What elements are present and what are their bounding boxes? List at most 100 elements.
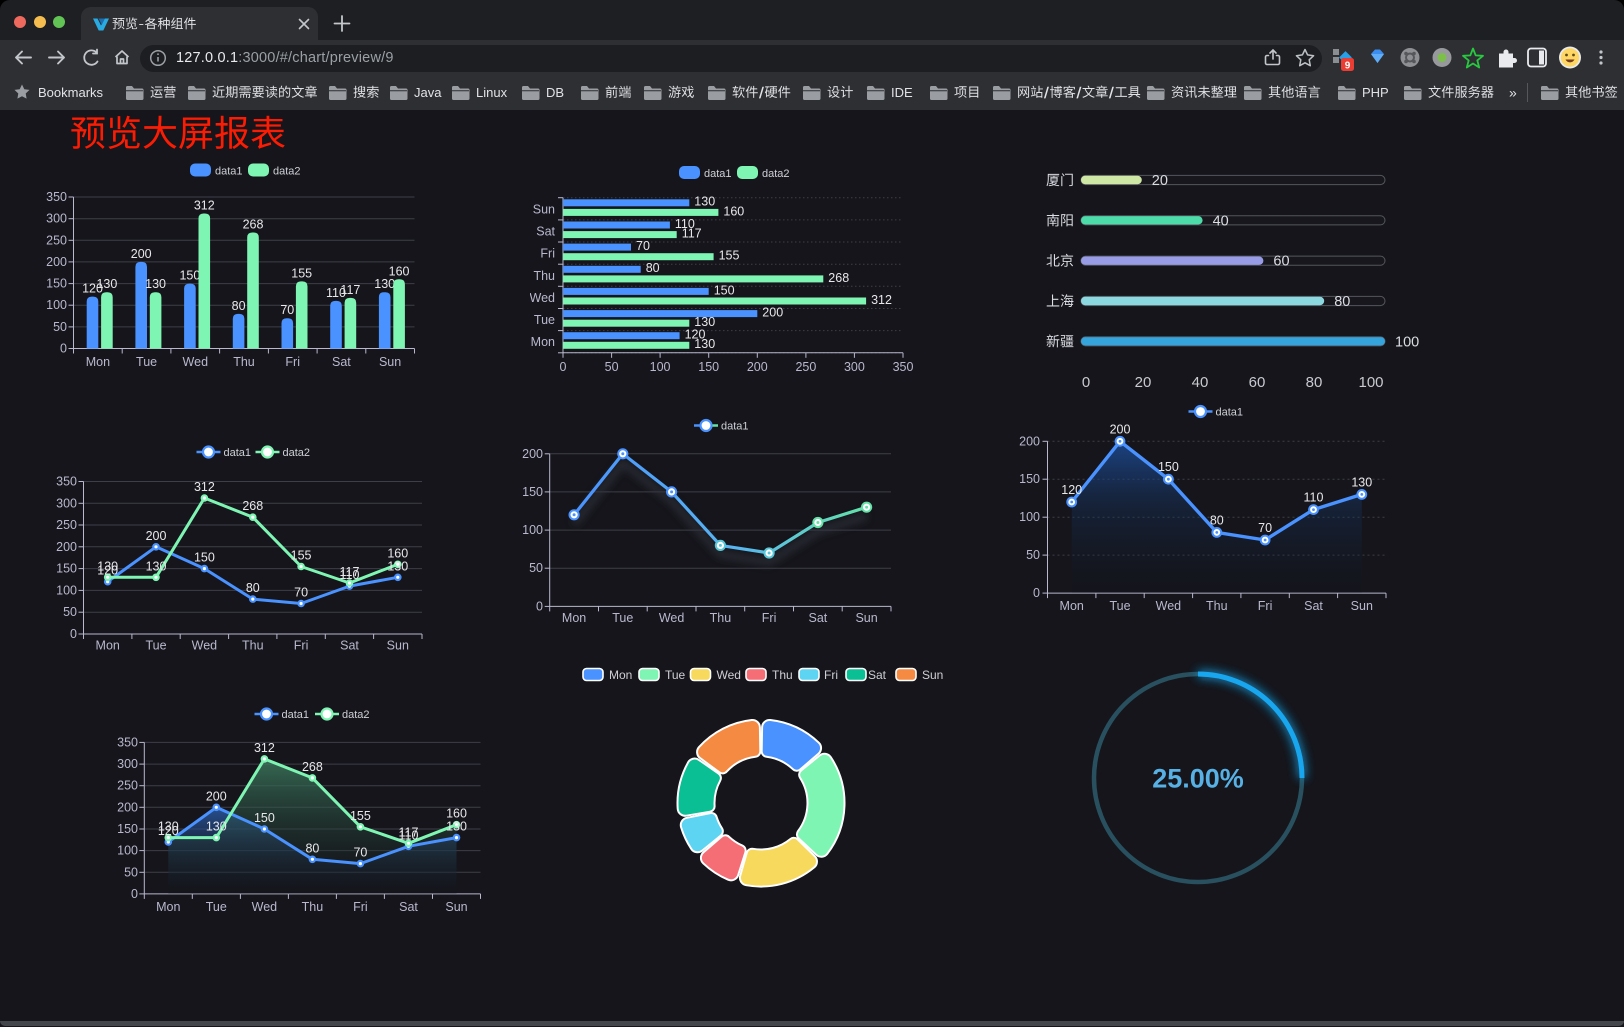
svg-text:200: 200 (46, 255, 67, 269)
svg-text:Sat: Sat (1304, 599, 1323, 613)
svg-text:Tue: Tue (136, 355, 157, 369)
svg-text:312: 312 (194, 199, 215, 213)
svg-text:Mon: Mon (156, 900, 180, 914)
svg-text:200: 200 (747, 360, 768, 374)
svg-text:Sat: Sat (868, 668, 887, 682)
svg-text:160: 160 (389, 264, 410, 278)
svg-text:100: 100 (1395, 334, 1419, 350)
svg-text:Sun: Sun (445, 900, 467, 914)
svg-text:Wed: Wed (1156, 599, 1182, 613)
svg-text:200: 200 (1019, 434, 1040, 448)
svg-text:160: 160 (723, 204, 744, 218)
svg-text:Wed: Wed (183, 355, 209, 369)
svg-text:0: 0 (70, 627, 77, 641)
svg-text:Wed: Wed (659, 611, 685, 625)
svg-text:Mon: Mon (609, 668, 632, 682)
svg-text:0: 0 (60, 342, 67, 356)
svg-text:80: 80 (1334, 294, 1350, 310)
svg-text:155: 155 (350, 809, 371, 823)
svg-text:150: 150 (1158, 460, 1179, 474)
svg-text:130: 130 (97, 559, 118, 573)
svg-text:Tue: Tue (206, 900, 227, 914)
svg-text:Fri: Fri (294, 639, 309, 653)
svg-text:117: 117 (682, 227, 702, 241)
svg-text:Wed: Wed (252, 900, 278, 914)
svg-text:150: 150 (56, 562, 77, 576)
svg-text:150: 150 (522, 485, 543, 499)
svg-text:Tue: Tue (665, 668, 686, 682)
svg-text:Tue: Tue (534, 313, 555, 327)
svg-text:130: 130 (96, 277, 117, 291)
svg-text:70: 70 (353, 846, 367, 860)
svg-text:312: 312 (254, 741, 275, 755)
svg-text:Fri: Fri (540, 247, 555, 261)
svg-text:300: 300 (56, 496, 77, 510)
svg-text:Sat: Sat (809, 611, 828, 625)
svg-text:160: 160 (446, 807, 467, 821)
svg-text:80: 80 (246, 581, 260, 595)
svg-text:350: 350 (46, 190, 67, 204)
svg-text:9: 9 (1345, 61, 1351, 72)
svg-text:110: 110 (340, 568, 360, 582)
svg-text:268: 268 (243, 218, 264, 232)
svg-text:250: 250 (795, 360, 816, 374)
svg-text:155: 155 (291, 549, 312, 563)
svg-text:130: 130 (694, 315, 715, 329)
svg-text:130: 130 (374, 277, 395, 291)
svg-text:0: 0 (560, 360, 567, 374)
svg-text:130: 130 (694, 195, 715, 209)
svg-text:Thu: Thu (233, 355, 255, 369)
svg-text:0: 0 (536, 599, 543, 613)
svg-text:312: 312 (871, 293, 892, 307)
svg-text:50: 50 (63, 605, 77, 619)
svg-text:100: 100 (117, 844, 138, 858)
svg-text:150: 150 (1019, 472, 1040, 486)
svg-text:data1: data1 (704, 168, 732, 180)
svg-text:Wed: Wed (530, 291, 555, 305)
svg-text:Sun: Sun (855, 611, 877, 625)
svg-text:200: 200 (131, 247, 152, 261)
svg-text:110: 110 (675, 217, 695, 231)
svg-text:250: 250 (117, 779, 138, 793)
svg-text:120: 120 (1061, 483, 1082, 497)
svg-text:Fri: Fri (1258, 599, 1273, 613)
svg-text:Tue: Tue (1109, 599, 1130, 613)
svg-text:Tue: Tue (612, 611, 633, 625)
svg-text:20: 20 (1152, 173, 1168, 189)
svg-text:110: 110 (399, 828, 419, 842)
svg-text:Sat: Sat (332, 355, 351, 369)
svg-text:130: 130 (1351, 475, 1372, 489)
svg-text:130: 130 (446, 820, 467, 834)
svg-text:150: 150 (46, 277, 67, 291)
svg-text:data1: data1 (721, 421, 749, 433)
svg-text:data1: data1 (282, 709, 310, 721)
svg-text:200: 200 (56, 540, 77, 554)
svg-text:350: 350 (893, 360, 914, 374)
svg-text:200: 200 (1110, 422, 1131, 436)
svg-text:120: 120 (82, 282, 103, 296)
svg-text:Sun: Sun (387, 639, 409, 653)
svg-text:Thu: Thu (772, 668, 793, 682)
svg-text:117: 117 (399, 825, 419, 839)
svg-text:80: 80 (305, 841, 319, 855)
svg-text:200: 200 (206, 789, 227, 803)
svg-text:130: 130 (694, 337, 715, 351)
svg-text:data1: data1 (224, 447, 252, 459)
svg-text:50: 50 (1026, 548, 1040, 562)
svg-text:40: 40 (1213, 213, 1229, 229)
svg-text:data2: data2 (762, 168, 790, 180)
svg-text:100: 100 (522, 523, 543, 537)
svg-text:Linux: Linux (476, 85, 508, 100)
svg-text:300: 300 (844, 360, 865, 374)
svg-text:120: 120 (97, 564, 118, 578)
svg-text:120: 120 (685, 328, 706, 342)
svg-text:250: 250 (46, 233, 67, 247)
svg-text:Thu: Thu (710, 611, 732, 625)
svg-text:80: 80 (1306, 374, 1323, 391)
svg-text:100: 100 (1019, 510, 1040, 524)
svg-text:Sat: Sat (536, 224, 555, 238)
svg-text:DB: DB (546, 85, 564, 100)
svg-text:250: 250 (56, 518, 77, 532)
svg-text:Tue: Tue (145, 639, 166, 653)
svg-text:data2: data2 (283, 447, 311, 459)
